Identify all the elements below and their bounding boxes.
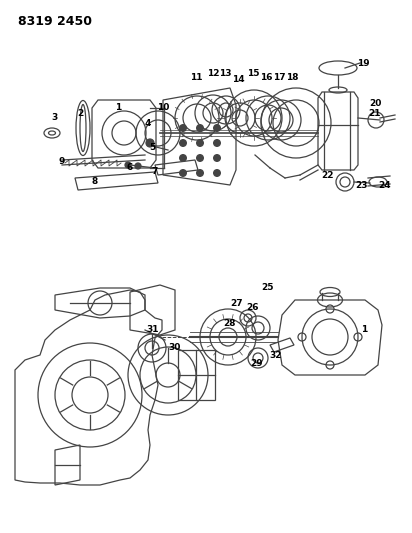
Text: 12: 12 — [207, 69, 219, 77]
Text: 20: 20 — [369, 99, 381, 108]
Text: 19: 19 — [357, 59, 369, 68]
Circle shape — [146, 139, 154, 147]
Text: 21: 21 — [369, 109, 381, 117]
Text: 7: 7 — [152, 167, 158, 176]
Text: 15: 15 — [247, 69, 259, 77]
Circle shape — [179, 169, 187, 177]
Circle shape — [179, 154, 187, 162]
Text: 9: 9 — [59, 157, 65, 166]
Circle shape — [213, 169, 221, 177]
Text: 17: 17 — [273, 74, 286, 83]
Circle shape — [179, 139, 187, 147]
Text: 8319 2450: 8319 2450 — [18, 15, 92, 28]
Circle shape — [179, 124, 187, 132]
Text: 11: 11 — [190, 74, 202, 83]
Text: 1: 1 — [361, 326, 367, 335]
Text: 16: 16 — [260, 74, 272, 83]
Text: 32: 32 — [270, 351, 282, 359]
Circle shape — [213, 154, 221, 162]
Text: 1: 1 — [115, 103, 121, 112]
Text: 14: 14 — [232, 76, 244, 85]
Text: 22: 22 — [322, 171, 334, 180]
Text: 28: 28 — [224, 319, 236, 327]
Text: 3: 3 — [52, 114, 58, 123]
Circle shape — [125, 162, 131, 168]
Text: 6: 6 — [127, 164, 133, 173]
Text: 24: 24 — [379, 181, 391, 190]
Circle shape — [196, 154, 204, 162]
Circle shape — [213, 124, 221, 132]
Text: 31: 31 — [147, 326, 159, 335]
Text: 5: 5 — [149, 143, 155, 152]
Text: 10: 10 — [157, 103, 169, 112]
Text: 25: 25 — [262, 284, 274, 293]
Text: 8: 8 — [92, 177, 98, 187]
Text: 27: 27 — [231, 298, 243, 308]
Text: 29: 29 — [250, 359, 263, 367]
Circle shape — [135, 163, 141, 169]
Circle shape — [196, 139, 204, 147]
Text: 30: 30 — [169, 343, 181, 352]
Circle shape — [196, 169, 204, 177]
Text: 13: 13 — [219, 69, 231, 77]
Text: 23: 23 — [356, 181, 368, 190]
Text: 2: 2 — [77, 109, 83, 117]
Circle shape — [196, 124, 204, 132]
Text: 4: 4 — [145, 118, 151, 127]
Circle shape — [213, 139, 221, 147]
Text: 18: 18 — [286, 74, 298, 83]
Text: 26: 26 — [247, 303, 259, 312]
